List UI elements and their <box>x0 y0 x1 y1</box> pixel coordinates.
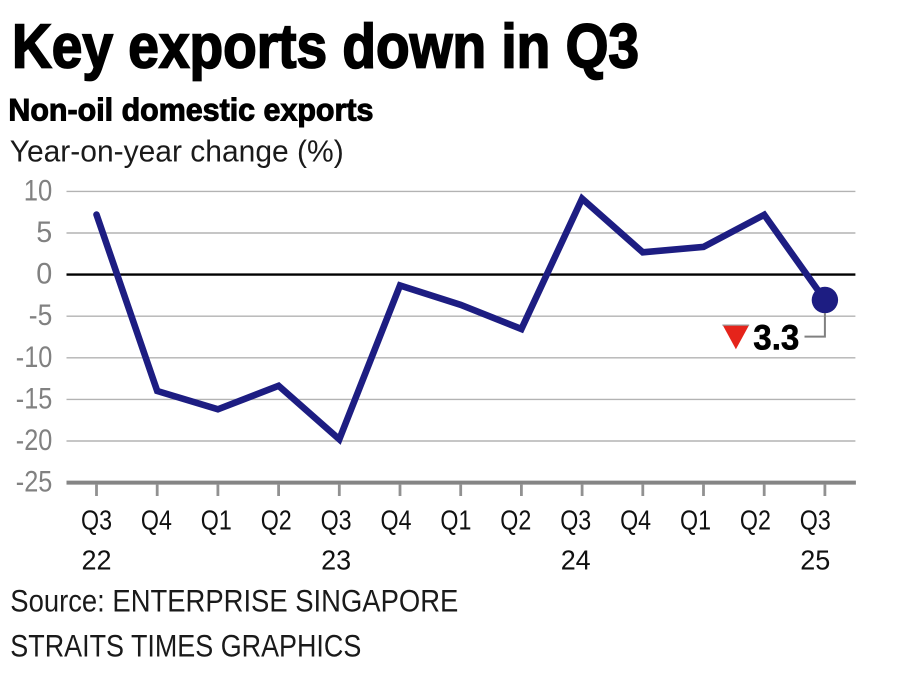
svg-text:24: 24 <box>561 543 591 575</box>
svg-text:5: 5 <box>36 216 52 249</box>
svg-text:Q3: Q3 <box>321 504 352 536</box>
svg-text:Q4: Q4 <box>620 504 651 536</box>
svg-text:Non-oil domestic exports: Non-oil domestic exports <box>8 93 373 128</box>
svg-text:Q3: Q3 <box>800 504 831 536</box>
svg-text:0: 0 <box>36 258 52 291</box>
svg-text:Q1: Q1 <box>201 504 232 536</box>
svg-text:Q3: Q3 <box>81 504 112 536</box>
svg-text:Q1: Q1 <box>680 504 711 536</box>
svg-text:-5: -5 <box>29 299 53 332</box>
svg-text:3.3: 3.3 <box>753 319 799 358</box>
svg-text:10: 10 <box>24 174 53 207</box>
svg-text:-10: -10 <box>16 341 53 374</box>
svg-text:Q3: Q3 <box>560 504 591 536</box>
svg-text:23: 23 <box>321 543 351 575</box>
svg-text:Q4: Q4 <box>141 504 172 536</box>
svg-text:Year-on-year change (%): Year-on-year change (%) <box>10 134 344 169</box>
svg-text:Q2: Q2 <box>740 504 771 536</box>
svg-text:-20: -20 <box>16 424 53 457</box>
svg-text:Q1: Q1 <box>440 504 471 536</box>
svg-text:22: 22 <box>82 543 112 575</box>
svg-text:25: 25 <box>800 543 830 575</box>
svg-text:Q4: Q4 <box>381 504 412 536</box>
svg-text:Q2: Q2 <box>261 504 292 536</box>
svg-text:-25: -25 <box>16 466 53 499</box>
svg-text:Source: ENTERPRISE SINGAPORE: Source: ENTERPRISE SINGAPORE <box>10 583 458 619</box>
svg-text:Q2: Q2 <box>500 504 531 536</box>
svg-text:-15: -15 <box>16 382 53 415</box>
svg-text:Key exports down in Q3: Key exports down in Q3 <box>12 12 639 81</box>
svg-text:STRAITS TIMES GRAPHICS: STRAITS TIMES GRAPHICS <box>10 628 361 664</box>
